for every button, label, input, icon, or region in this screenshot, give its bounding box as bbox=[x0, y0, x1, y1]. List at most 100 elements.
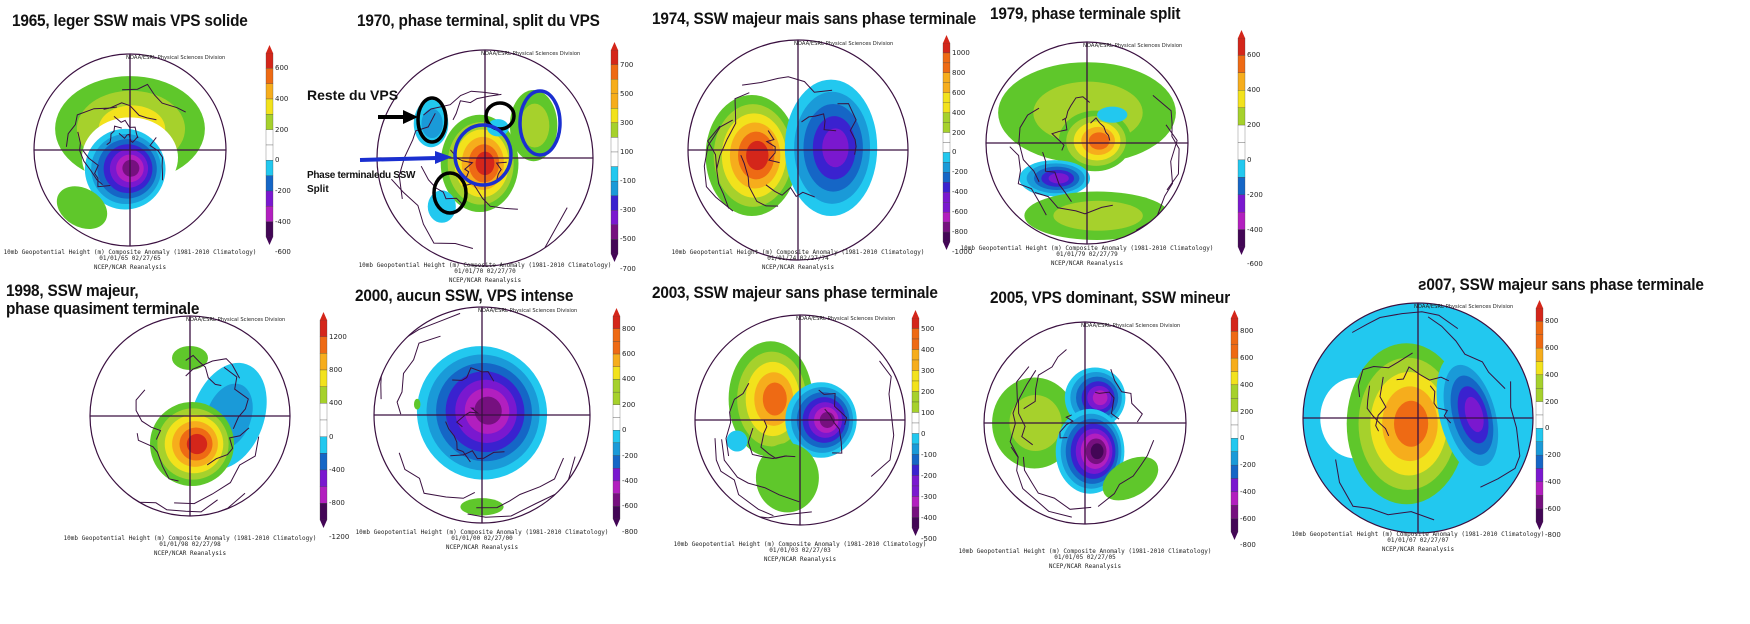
colorbar-tick-label: -400 bbox=[622, 476, 638, 485]
colorbar-bin bbox=[911, 433, 920, 445]
colorbar-tick-label: -600 bbox=[622, 502, 638, 511]
colorbar-min-arrow bbox=[613, 519, 620, 527]
colorbar-max-arrow bbox=[1238, 30, 1245, 38]
colorbar-max-arrow bbox=[943, 35, 950, 43]
colorbar-bin bbox=[1535, 414, 1544, 429]
split-label: Split bbox=[307, 184, 329, 195]
negative-anomaly-contour bbox=[726, 430, 748, 452]
colorbar-bin bbox=[942, 62, 951, 74]
colorbar-bin bbox=[319, 453, 328, 471]
colorbar-tick-label: -200 bbox=[1545, 451, 1561, 460]
colorbar-bin bbox=[942, 231, 951, 243]
map-panel bbox=[89, 315, 291, 517]
colorbar-bin bbox=[911, 412, 920, 424]
colorbar bbox=[612, 308, 621, 527]
map-source: NCEP/NCAR Reanalysis bbox=[93, 264, 167, 271]
colorbar-bin bbox=[1535, 495, 1544, 509]
colorbar-tick-label: -400 bbox=[1545, 477, 1561, 486]
colorbar-bin bbox=[942, 221, 951, 233]
positive-anomaly-contour bbox=[762, 382, 787, 416]
map-caption: 10mb Geopotential Height (m) Composite A… bbox=[1291, 531, 1545, 538]
colorbar-tick-label: 400 bbox=[921, 345, 935, 354]
colorbar-tick-label: 600 bbox=[1545, 344, 1559, 353]
colorbar-bin bbox=[612, 430, 621, 444]
negative-anomaly-contour bbox=[427, 190, 456, 223]
colorbar-max-arrow bbox=[611, 42, 618, 50]
colorbar-bin bbox=[911, 517, 920, 529]
colorbar-bin bbox=[612, 480, 621, 494]
black-highlight-ellipse bbox=[416, 96, 448, 144]
colorbar-bin bbox=[610, 64, 619, 80]
colorbar-bin bbox=[612, 404, 621, 418]
map-panel bbox=[687, 39, 909, 261]
colorbar-bin bbox=[942, 82, 951, 93]
map-source: NCEP/NCAR Reanalysis bbox=[448, 277, 522, 284]
colorbar-tick-label: -400 bbox=[1247, 225, 1263, 234]
blue-highlight-ellipse bbox=[518, 89, 562, 157]
colorbar-bin bbox=[942, 162, 951, 173]
colorbar-bin bbox=[942, 112, 951, 123]
map-date-range: 01/01/00 02/27/00 bbox=[451, 535, 513, 542]
colorbar-bin bbox=[610, 49, 619, 65]
colorbar-bin bbox=[1535, 401, 1544, 416]
colorbar-bin bbox=[610, 195, 619, 211]
map-header: NOAA/ESRL Physical Sciences Division bbox=[1081, 323, 1181, 329]
colorbar-bin bbox=[1535, 361, 1544, 376]
colorbar-bin bbox=[1237, 72, 1246, 91]
panel-title: 1965, leger SSW mais VPS solide bbox=[12, 12, 248, 30]
colorbar-bin bbox=[319, 369, 328, 387]
map-header: NOAA/ESRL Physical Sciences Division bbox=[794, 41, 894, 47]
colorbar-tick-label: 200 bbox=[1545, 397, 1559, 406]
colorbar-tick-label: 400 bbox=[275, 95, 289, 103]
colorbar-bin bbox=[911, 464, 920, 476]
colorbar-tick-label: 600 bbox=[1240, 354, 1254, 363]
colorbar-tick-label: 400 bbox=[1247, 86, 1261, 95]
colorbar-bin bbox=[610, 239, 619, 255]
colorbar-bin bbox=[911, 485, 920, 497]
colorbar-tick-label: 600 bbox=[952, 88, 966, 97]
colorbar-tick-label: -200 bbox=[952, 168, 968, 177]
colorbar-bin bbox=[911, 391, 920, 403]
colorbar-bin bbox=[911, 338, 920, 350]
map-source: NCEP/NCAR Reanalysis bbox=[1381, 546, 1455, 553]
colorbar-bin bbox=[1535, 321, 1544, 335]
colorbar-tick-label: 400 bbox=[952, 108, 966, 117]
map-date-range: 01/01/05 02/27/05 bbox=[1054, 554, 1116, 561]
colorbar-tick-label: -400 bbox=[921, 513, 937, 522]
colorbar-min-arrow bbox=[266, 237, 273, 245]
map-panel bbox=[983, 321, 1187, 525]
colorbar-tick-label: -200 bbox=[1240, 461, 1256, 470]
map-panel bbox=[985, 41, 1189, 245]
colorbar-bin bbox=[1535, 441, 1544, 456]
reste-du-vps-label: Reste du VPS bbox=[307, 87, 399, 103]
colorbar bbox=[319, 312, 328, 528]
colorbar-bin bbox=[1535, 374, 1544, 389]
panel-title: 1970, phase terminal, split du VPS bbox=[357, 12, 600, 30]
colorbar-bin bbox=[1237, 159, 1246, 178]
colorbar-tick-label: 0 bbox=[1240, 434, 1245, 443]
colorbar bbox=[911, 310, 920, 536]
colorbar-tick-label: 300 bbox=[921, 366, 935, 375]
map-source: NCEP/NCAR Reanalysis bbox=[761, 264, 835, 271]
positive-anomaly-contour bbox=[1088, 132, 1110, 150]
annotations-1970 bbox=[359, 89, 562, 215]
colorbar-bin bbox=[265, 68, 274, 84]
colorbar-bin bbox=[1237, 229, 1246, 248]
colorbar-bin bbox=[1230, 411, 1239, 426]
colorbar-bin bbox=[610, 166, 619, 182]
colorbar-bin bbox=[1230, 518, 1239, 533]
colorbar-bin bbox=[612, 506, 621, 520]
colorbar-tick-label: -100 bbox=[620, 177, 636, 186]
colorbar-bin bbox=[319, 469, 328, 487]
positive-anomaly-contour bbox=[520, 103, 550, 148]
coastlines bbox=[1009, 349, 1155, 518]
colorbar-bin bbox=[911, 317, 920, 329]
colorbar-tick-label: 100 bbox=[921, 408, 935, 417]
colorbar-tick-label: -200 bbox=[275, 187, 291, 195]
black-highlight-ellipse bbox=[432, 171, 468, 215]
map-header: NOAA/ESRL Physical Sciences Division bbox=[481, 51, 581, 57]
colorbar-bin bbox=[1230, 371, 1239, 386]
colorbar-tick-label: 800 bbox=[1240, 327, 1254, 336]
colorbar-bin bbox=[612, 493, 621, 507]
colorbar-min-arrow bbox=[1238, 247, 1245, 255]
